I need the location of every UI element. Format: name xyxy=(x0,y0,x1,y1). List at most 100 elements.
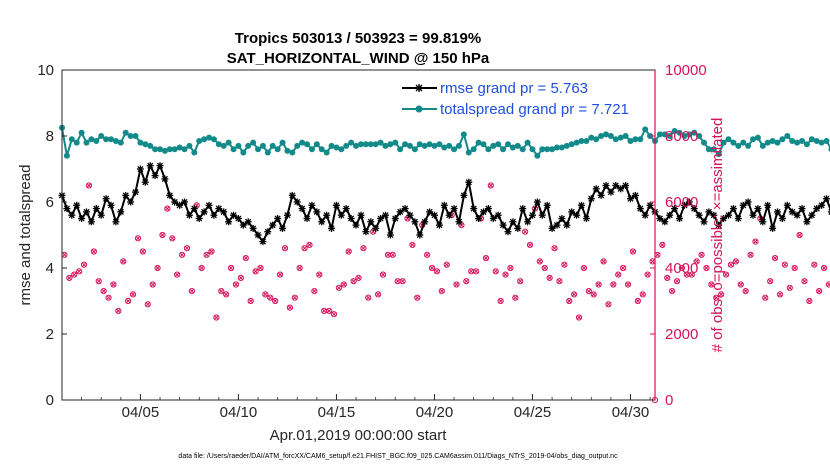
totalspread-point xyxy=(573,139,580,146)
totalspread-point xyxy=(563,142,570,149)
obs-assimilated-point xyxy=(581,265,587,271)
totalspread-point xyxy=(93,137,100,144)
totalspread-point xyxy=(701,139,708,146)
totalspread-point xyxy=(426,141,433,148)
obs-possible-point xyxy=(80,261,88,268)
obs-assimilated-point xyxy=(204,252,209,258)
obs-possible-point xyxy=(698,251,705,258)
totalspread-point xyxy=(568,141,575,148)
totalspread-point xyxy=(392,139,399,146)
obs-assimilated-point xyxy=(826,282,830,287)
totalspread-point xyxy=(108,136,115,143)
rmse-point xyxy=(249,224,257,232)
obs-assimilated-point xyxy=(218,288,224,294)
obs-possible-point xyxy=(708,281,715,288)
rmse-point xyxy=(313,208,321,216)
obs-assimilated-point xyxy=(733,259,739,264)
totalspread-point xyxy=(181,146,188,153)
totalspread-point xyxy=(519,146,526,153)
obs-assimilated-point xyxy=(96,278,102,284)
obs-assimilated-point xyxy=(341,282,347,287)
rmse-point xyxy=(259,238,267,246)
obs-assimilated-point xyxy=(101,288,107,294)
obs-possible-point xyxy=(154,264,161,272)
obs-possible-point xyxy=(433,268,441,275)
rmse-point xyxy=(705,208,713,216)
rmse-point xyxy=(362,228,370,236)
rmse-point xyxy=(641,211,649,219)
rmse-point xyxy=(151,172,159,180)
totalspread-point xyxy=(196,137,203,144)
obs-possible-point xyxy=(713,294,720,301)
obs-possible-point xyxy=(355,274,362,281)
totalspread-point xyxy=(480,141,487,148)
obs-assimilated-point xyxy=(223,292,229,297)
obs-possible-point xyxy=(139,248,146,255)
rmse-point xyxy=(431,211,438,219)
obs-possible-point xyxy=(575,314,583,321)
obs-assimilated-point xyxy=(811,262,817,268)
obs-assimilated-point xyxy=(552,245,557,251)
totalspread-point xyxy=(627,137,634,144)
obs-assimilated-point xyxy=(566,298,572,304)
obs-possible-point xyxy=(566,297,573,305)
rmse-point xyxy=(592,185,600,193)
legend: rmse grand pr = 5.763 totalspread grand … xyxy=(395,75,653,121)
obs-possible-point xyxy=(272,297,279,305)
rmse-point xyxy=(587,195,595,203)
totalspread-point xyxy=(112,137,119,144)
obs-assimilated-point xyxy=(307,242,312,248)
rmse-point xyxy=(332,201,340,209)
obs-possible-point xyxy=(414,294,421,301)
totalspread-point xyxy=(671,128,678,135)
totalspread-point xyxy=(259,142,266,149)
totalspread-point xyxy=(117,139,124,146)
obs-possible-point xyxy=(218,288,225,295)
rmse-point xyxy=(533,198,541,206)
obs-possible-point xyxy=(330,311,338,318)
obs-assimilated-point xyxy=(434,268,440,274)
rmse-point xyxy=(617,185,625,193)
obs-assimilated-point xyxy=(302,245,307,251)
rmse-point xyxy=(323,211,331,219)
totalspread-point xyxy=(240,149,247,156)
rmse-point xyxy=(671,205,679,213)
rmse-point xyxy=(793,211,801,219)
obs-assimilated-point xyxy=(571,292,577,297)
x-tick-label: 04/15 xyxy=(318,404,356,421)
totalspread-point xyxy=(294,142,301,149)
obs-possible-point xyxy=(316,271,323,278)
obs-possible-point xyxy=(492,268,499,275)
obs-possible-point xyxy=(796,231,803,239)
totalspread-point xyxy=(588,134,595,141)
rmse-point xyxy=(225,218,233,226)
rmse-point xyxy=(783,201,791,209)
totalspread-point xyxy=(132,133,139,139)
totalspread-point xyxy=(313,141,320,148)
obs-possible-point xyxy=(615,271,622,278)
totalspread-point xyxy=(745,142,752,149)
rmse-point xyxy=(215,205,223,213)
totalspread-point xyxy=(416,141,423,148)
obs-possible-point xyxy=(365,294,372,301)
obs-possible-point xyxy=(208,248,215,255)
totalspread-point xyxy=(451,146,458,153)
obs-assimilated-point xyxy=(76,268,82,274)
y-left-tick-label: 8 xyxy=(46,128,54,145)
obs-assimilated-point xyxy=(130,292,136,297)
totalspread-point xyxy=(186,142,193,149)
totalspread-point xyxy=(372,141,379,148)
rmse-point xyxy=(352,221,360,229)
obs-assimilated-point xyxy=(145,301,151,307)
obs-possible-point xyxy=(291,294,298,301)
obs-possible-point xyxy=(389,251,396,258)
obs-assimilated-point xyxy=(351,278,356,284)
rmse-point xyxy=(455,218,463,226)
totalspread-point xyxy=(490,142,497,149)
obs-possible-point xyxy=(100,288,107,295)
obs-assimilated-point xyxy=(709,282,714,287)
obs-assimilated-point xyxy=(659,242,665,248)
obs-possible-point xyxy=(517,278,524,285)
obs-possible-point xyxy=(512,294,519,301)
